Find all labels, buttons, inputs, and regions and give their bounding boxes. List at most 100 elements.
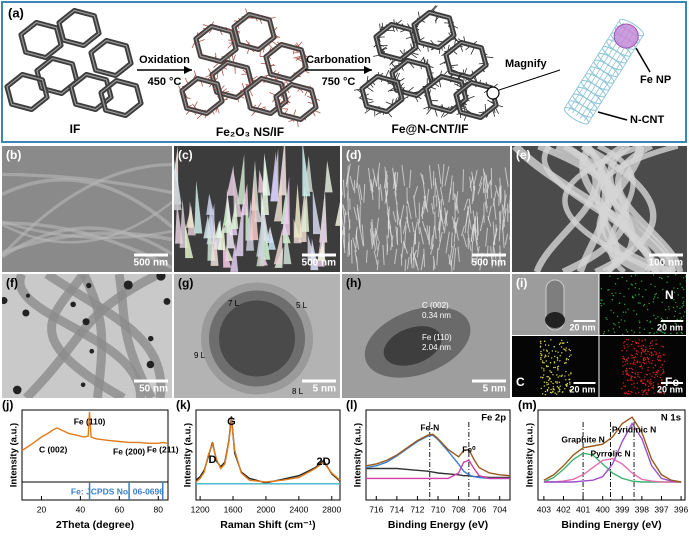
texture (387, 220, 390, 239)
map-dot (599, 302, 602, 305)
x-tick-label: 2400 (289, 504, 308, 514)
strut-highlight (375, 23, 417, 61)
texture (392, 211, 397, 223)
map-dot (658, 392, 661, 394)
map-dot (549, 370, 551, 372)
peak-label: C (002) (39, 444, 68, 454)
map-dot (641, 389, 643, 392)
map-dot (639, 321, 641, 324)
map-dot (631, 354, 634, 357)
spectrum-tag: N 1s (661, 413, 681, 424)
map-dot (662, 331, 664, 334)
map-dot (649, 347, 651, 350)
map-dot (606, 318, 608, 321)
step-label: IF (70, 122, 81, 136)
peak-label: Graphite N (561, 434, 604, 444)
texture (383, 326, 442, 366)
texture (436, 248, 439, 266)
map-dot (650, 384, 652, 386)
texture (416, 241, 420, 258)
arrow-bottom: 450 °C (148, 76, 182, 88)
texture (86, 282, 92, 289)
map-dot (554, 381, 557, 383)
map-dot (626, 370, 628, 372)
texture (453, 221, 457, 243)
texture (420, 253, 425, 271)
map-dot (545, 360, 548, 362)
texture (235, 197, 244, 257)
map-dot (686, 301, 687, 302)
map-dot (611, 292, 613, 295)
callout-arrow (635, 47, 651, 73)
map-dot (659, 320, 662, 323)
map-dot (652, 298, 655, 300)
texture (371, 232, 376, 249)
map-dot (568, 355, 571, 358)
micrograph (512, 146, 687, 272)
map-dot (631, 368, 634, 371)
map-dot (618, 326, 621, 328)
panel-label: (b) (6, 148, 21, 162)
texture (267, 232, 276, 250)
map-dot (545, 381, 548, 384)
panel-label: (g) (178, 276, 193, 290)
map-dot (635, 392, 637, 394)
map-dot (637, 373, 639, 376)
map-dot (679, 312, 681, 315)
texture (184, 223, 194, 259)
map-dot (559, 360, 561, 362)
map-dot (561, 391, 564, 393)
map-dot (540, 357, 542, 359)
strut-highlight (211, 61, 253, 99)
texture (382, 244, 385, 266)
map-dot (682, 288, 685, 291)
texture (23, 274, 161, 398)
map-dot (602, 332, 605, 335)
map-dot (680, 317, 683, 319)
map-dot (676, 318, 678, 321)
map-dot (654, 293, 656, 296)
panel-label: (l) (346, 398, 357, 412)
map-dot (570, 388, 572, 391)
map-dot (637, 345, 639, 347)
texture (222, 240, 232, 268)
annotation: 2.04 nm (422, 343, 451, 352)
texture (453, 193, 457, 209)
map-dot (565, 359, 568, 361)
texture (376, 241, 380, 258)
map-dot (560, 375, 563, 377)
texture (390, 235, 394, 251)
map-dot (557, 368, 559, 370)
map-dot (566, 357, 568, 360)
map-dot (664, 309, 667, 311)
map-dot (637, 375, 639, 377)
map-dot (554, 366, 556, 369)
map-dot (635, 313, 638, 315)
map-dot (631, 295, 634, 298)
map-dot (629, 393, 631, 395)
map-dot (638, 376, 641, 378)
map-dot (618, 321, 620, 324)
map-dot (640, 364, 642, 366)
texture (174, 168, 182, 211)
texture (358, 184, 363, 200)
texture (489, 179, 493, 199)
micrograph-bg (599, 336, 686, 397)
texture (439, 187, 445, 206)
map-dot (539, 345, 542, 348)
map-dot (647, 357, 649, 360)
data-line (543, 422, 682, 483)
texture (485, 174, 489, 199)
texture (493, 198, 497, 220)
map-dot (661, 345, 663, 347)
map-dot (621, 349, 623, 352)
strut-highlight (6, 73, 48, 111)
texture (471, 171, 476, 191)
map-dot (565, 379, 567, 381)
map-dot (649, 373, 651, 375)
map-dot (636, 387, 638, 389)
callout: Fe NP (640, 74, 671, 86)
map-dot (652, 381, 655, 384)
map-dot (638, 339, 640, 341)
texture (342, 179, 345, 198)
